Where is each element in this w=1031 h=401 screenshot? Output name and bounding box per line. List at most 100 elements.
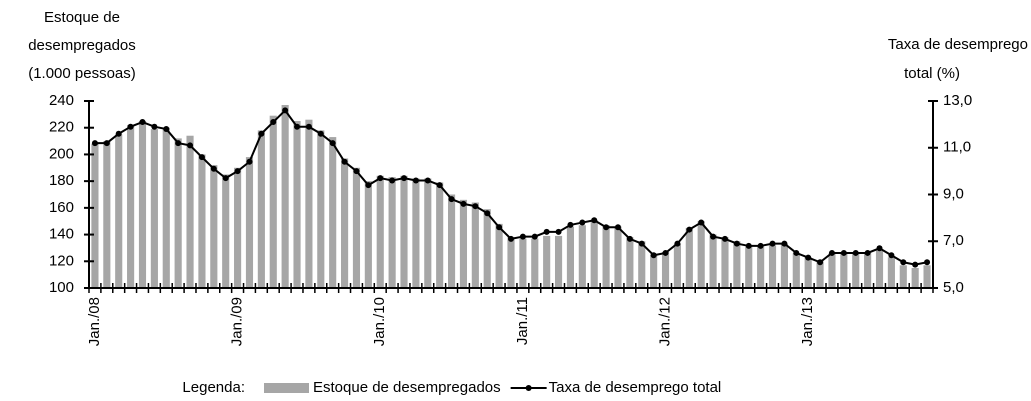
bar — [400, 175, 408, 288]
bar — [91, 143, 99, 288]
line-marker — [317, 130, 324, 137]
y-tick-label: 140 — [49, 226, 74, 243]
bar — [269, 115, 277, 288]
bar — [234, 167, 242, 288]
line-marker — [103, 140, 110, 147]
y-tick-label: 120 — [49, 252, 74, 269]
line-marker — [246, 158, 253, 165]
line-marker — [175, 140, 182, 147]
line-marker — [864, 249, 871, 256]
bar — [447, 194, 456, 288]
line-marker — [127, 123, 134, 130]
line-marker — [591, 217, 598, 224]
y-tick-label: 240 — [49, 92, 74, 109]
bar — [222, 174, 230, 288]
bar — [578, 225, 586, 288]
line-marker — [840, 249, 847, 256]
bar — [507, 237, 515, 288]
bar — [459, 199, 468, 288]
line-marker — [151, 123, 158, 130]
bar — [614, 226, 622, 288]
line-marker — [377, 175, 384, 182]
line-marker — [567, 221, 574, 228]
line-marker — [650, 252, 657, 259]
bar — [911, 267, 919, 288]
line-marker — [222, 175, 229, 182]
line-marker — [258, 130, 265, 137]
bar — [685, 227, 693, 288]
line-marker — [828, 249, 835, 256]
line-marker — [401, 175, 408, 182]
bar — [661, 251, 670, 288]
bar — [768, 245, 777, 288]
bar — [602, 225, 610, 288]
bar — [150, 129, 158, 288]
bar — [127, 125, 135, 289]
line-marker — [805, 254, 812, 261]
line-marker — [484, 210, 491, 217]
bar — [864, 253, 872, 288]
line-marker — [614, 224, 621, 231]
bar — [899, 265, 907, 288]
bar — [638, 241, 646, 288]
bar — [709, 234, 717, 288]
line-marker — [187, 142, 194, 149]
bar — [840, 253, 848, 288]
line-marker — [603, 224, 610, 231]
line-marker — [757, 242, 764, 249]
bar — [780, 243, 788, 288]
bar — [887, 257, 895, 288]
bar — [138, 121, 147, 289]
line-marker — [234, 168, 241, 175]
y-tick-label: 160 — [49, 199, 74, 216]
bar — [852, 253, 860, 288]
line-marker — [329, 140, 336, 147]
line-marker — [448, 196, 455, 203]
line-marker — [912, 261, 919, 268]
bar — [531, 238, 539, 288]
line-marker — [139, 119, 146, 126]
bar — [424, 178, 432, 288]
bar — [376, 175, 384, 288]
bar — [198, 154, 206, 288]
line-marker — [924, 259, 931, 266]
legend-title: Legenda: — [182, 379, 245, 396]
bar — [341, 158, 349, 288]
line-marker — [163, 126, 170, 133]
y-tick-label: 180 — [49, 172, 74, 189]
line-marker — [424, 177, 431, 184]
legend-marker — [525, 385, 532, 391]
line-marker — [793, 249, 800, 256]
bar — [305, 119, 313, 288]
bar — [875, 250, 884, 288]
line-marker — [710, 233, 717, 240]
line-marker — [662, 249, 669, 256]
y-axis-title: desempregados — [28, 37, 136, 54]
line-marker — [91, 140, 98, 147]
bar — [721, 237, 729, 288]
y2-axis-title: Taxa de desemprego — [888, 36, 1028, 53]
line-marker — [674, 240, 681, 247]
bar — [590, 219, 598, 288]
y-axis-title: Estoque de — [44, 9, 120, 26]
line-marker — [294, 123, 301, 130]
y2-tick-label: 5,0 — [943, 279, 964, 296]
y-tick-label: 100 — [49, 279, 74, 296]
bar — [816, 261, 824, 288]
y2-tick-label: 7,0 — [943, 232, 964, 249]
bar — [162, 127, 170, 288]
line-marker — [852, 249, 859, 256]
x-tick-label: Jan./11 — [514, 297, 531, 345]
line-marker — [686, 226, 693, 233]
bar — [554, 235, 563, 288]
bar — [471, 202, 479, 288]
line-marker — [412, 177, 419, 184]
line-marker — [519, 233, 526, 240]
bar — [388, 177, 396, 288]
line-marker — [472, 203, 479, 210]
bar — [697, 221, 705, 288]
bar — [543, 235, 551, 288]
y2-axis-title: total (%) — [904, 65, 960, 82]
line-marker — [210, 165, 217, 172]
legend-label: Estoque de desempregados — [313, 379, 501, 396]
